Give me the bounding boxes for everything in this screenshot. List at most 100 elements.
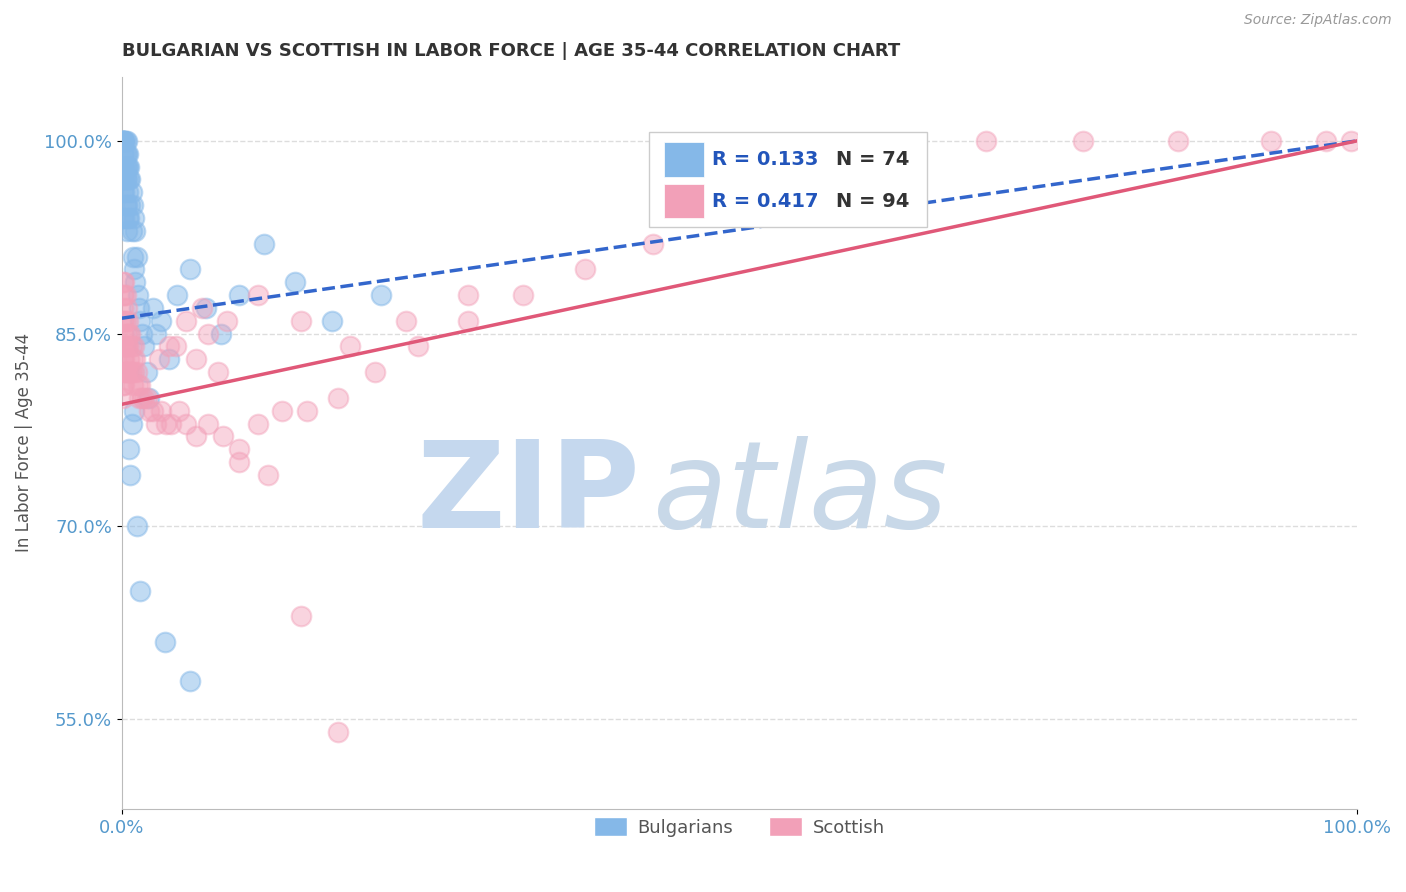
- Point: [326, 391, 349, 405]
- Point: [112, 365, 135, 379]
- Point: [142, 403, 165, 417]
- Point: [128, 301, 150, 315]
- Point: [117, 160, 139, 174]
- Point: [271, 403, 294, 417]
- FancyBboxPatch shape: [664, 142, 703, 177]
- Point: [122, 365, 145, 379]
- Point: [212, 429, 235, 443]
- Point: [122, 211, 145, 225]
- Point: [122, 378, 145, 392]
- Point: [129, 314, 152, 328]
- Point: [112, 314, 135, 328]
- Point: [1071, 134, 1094, 148]
- Point: [115, 365, 138, 379]
- Point: [122, 262, 145, 277]
- Point: [165, 339, 187, 353]
- Point: [112, 326, 135, 341]
- Point: [112, 378, 135, 392]
- Point: [127, 378, 149, 392]
- Point: [321, 314, 343, 328]
- Point: [256, 468, 278, 483]
- Point: [115, 326, 138, 341]
- Point: [138, 403, 160, 417]
- Point: [148, 352, 170, 367]
- Point: [135, 365, 157, 379]
- Point: [121, 365, 143, 379]
- Point: [115, 339, 138, 353]
- Point: [112, 288, 135, 302]
- Point: [326, 725, 349, 739]
- Point: [1167, 134, 1189, 148]
- Point: [115, 160, 138, 174]
- Point: [215, 314, 238, 328]
- Text: atlas: atlas: [652, 435, 948, 553]
- Point: [339, 339, 361, 353]
- Point: [115, 134, 138, 148]
- Point: [112, 301, 135, 315]
- Legend: Bulgarians, Scottish: Bulgarians, Scottish: [586, 810, 891, 844]
- Point: [114, 288, 136, 302]
- Point: [117, 339, 139, 353]
- Point: [122, 339, 145, 353]
- Point: [641, 236, 664, 251]
- Point: [457, 314, 479, 328]
- Point: [228, 288, 250, 302]
- Point: [145, 326, 167, 341]
- Point: [112, 146, 135, 161]
- Point: [364, 365, 387, 379]
- Point: [112, 186, 135, 200]
- Point: [132, 391, 155, 405]
- Point: [295, 403, 318, 417]
- Point: [118, 442, 141, 457]
- Point: [112, 339, 135, 353]
- Point: [174, 417, 197, 431]
- Point: [112, 339, 135, 353]
- Point: [194, 301, 217, 315]
- Point: [114, 314, 136, 328]
- Point: [115, 224, 138, 238]
- Point: [228, 442, 250, 457]
- Point: [114, 339, 136, 353]
- Point: [112, 172, 135, 186]
- Point: [138, 391, 160, 405]
- Point: [157, 352, 180, 367]
- Point: [574, 262, 596, 277]
- Point: [290, 314, 312, 328]
- Point: [112, 134, 135, 148]
- Point: [112, 134, 135, 148]
- Point: [112, 378, 135, 392]
- Point: [406, 339, 429, 353]
- Point: [112, 160, 135, 174]
- Point: [112, 134, 135, 148]
- Point: [179, 262, 201, 277]
- Point: [112, 288, 135, 302]
- Point: [253, 236, 276, 251]
- Point: [191, 301, 214, 315]
- Point: [112, 134, 135, 148]
- Point: [716, 198, 738, 212]
- Point: [114, 172, 136, 186]
- FancyBboxPatch shape: [650, 131, 927, 227]
- Point: [209, 326, 232, 341]
- Point: [155, 417, 177, 431]
- Point: [883, 146, 905, 161]
- Point: [131, 326, 153, 341]
- Point: [246, 288, 269, 302]
- Point: [112, 146, 135, 161]
- Point: [117, 186, 139, 200]
- Point: [166, 288, 188, 302]
- Point: [976, 134, 998, 148]
- Point: [142, 301, 165, 315]
- Point: [796, 172, 818, 186]
- Point: [118, 326, 141, 341]
- Point: [145, 417, 167, 431]
- Point: [114, 365, 136, 379]
- Point: [1260, 134, 1282, 148]
- Point: [167, 403, 190, 417]
- Point: [112, 134, 135, 148]
- Point: [114, 146, 136, 161]
- Point: [120, 468, 142, 483]
- Point: [124, 224, 146, 238]
- Point: [121, 224, 143, 238]
- Point: [150, 314, 173, 328]
